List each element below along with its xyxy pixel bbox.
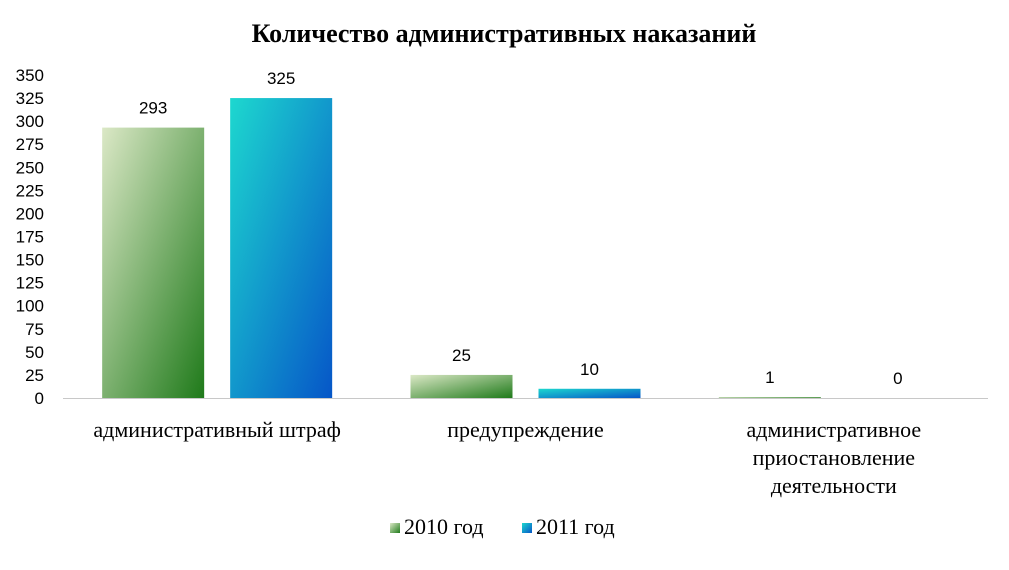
y-tick-label: 150	[16, 251, 44, 270]
y-tick-label: 0	[35, 389, 44, 408]
y-tick-label: 275	[16, 135, 44, 154]
y-tick-label: 125	[16, 274, 44, 293]
x-axis: административный штраф предупреждение адми…	[93, 417, 921, 498]
data-label: 0	[893, 369, 902, 388]
bar	[410, 374, 513, 398]
data-label: 1	[765, 368, 774, 387]
legend-label: 2011 год	[536, 514, 615, 539]
bar	[538, 388, 641, 398]
legend: 2010 год 2011 год	[390, 514, 615, 539]
y-tick-label: 75	[25, 320, 44, 339]
bar	[102, 127, 205, 399]
y-tick-label: 350	[16, 66, 44, 85]
y-tick-label: 50	[25, 343, 44, 362]
data-label: 10	[580, 360, 599, 379]
legend-label: 2010 год	[404, 514, 484, 539]
x-tick-label: административное	[747, 417, 922, 442]
y-tick-label: 225	[16, 181, 44, 200]
x-tick-label: приостановление	[753, 445, 915, 470]
y-tick-label: 175	[16, 228, 44, 247]
y-tick-label: 300	[16, 112, 44, 131]
y-tick-label: 250	[16, 158, 44, 177]
y-tick-label: 200	[16, 204, 44, 223]
chart-title: Количество административных наказаний	[252, 19, 757, 48]
bars	[102, 98, 821, 399]
y-tick-label: 325	[16, 89, 44, 108]
legend-swatch	[522, 523, 532, 533]
data-label: 325	[267, 69, 295, 88]
data-label: 293	[139, 99, 167, 118]
bar	[230, 98, 333, 399]
x-tick-label: предупреждение	[447, 417, 603, 442]
x-tick-label: административный штраф	[93, 417, 341, 442]
y-tick-label: 100	[16, 297, 44, 316]
data-label: 25	[452, 346, 471, 365]
y-tick-label: 25	[25, 366, 44, 385]
legend-swatch	[390, 523, 400, 533]
x-tick-label: деятельности	[771, 473, 897, 498]
bar	[718, 397, 821, 398]
